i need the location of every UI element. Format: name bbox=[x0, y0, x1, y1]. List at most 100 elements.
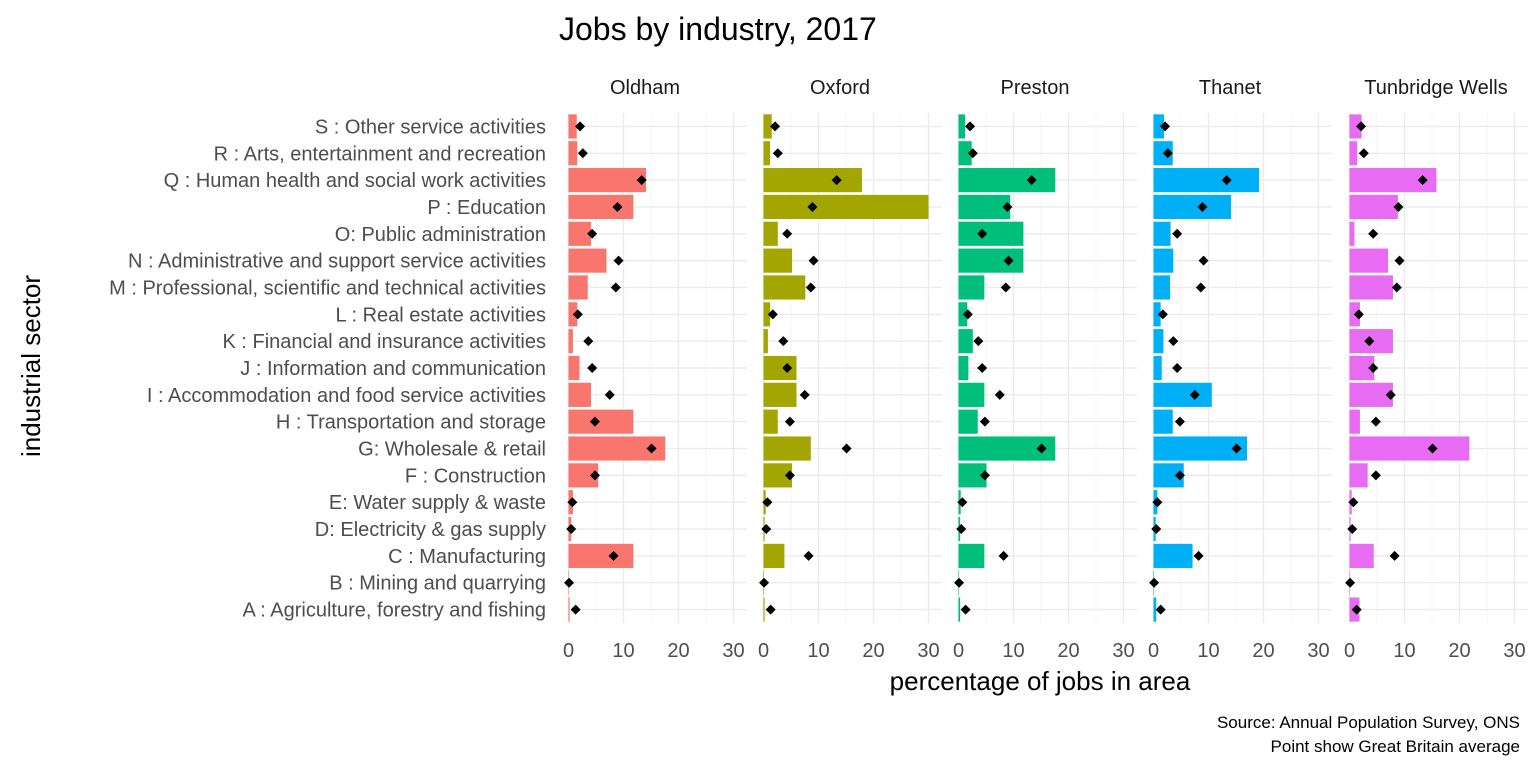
gb-average-point bbox=[577, 148, 588, 159]
gb-average-point bbox=[1385, 389, 1396, 400]
plot-layer: Oldham 0 10 20 30 Oxford 0 10 20 30 Preston 0 10 20 30… bbox=[109, 77, 1528, 662]
category-label: A : Agriculture, forestry and fishing bbox=[243, 600, 547, 622]
gb-average-point bbox=[973, 336, 984, 347]
x-tick-label: 10 bbox=[1393, 640, 1415, 662]
bar bbox=[1349, 248, 1388, 273]
y-axis-label: industrial sector bbox=[16, 275, 46, 457]
gb-average-point bbox=[803, 550, 814, 561]
bar bbox=[763, 597, 765, 622]
gb-average-point bbox=[994, 389, 1005, 400]
gb-average-point bbox=[782, 228, 793, 239]
caption-source: Source: Annual Population Survey, ONS bbox=[1217, 713, 1520, 732]
gb-average-point bbox=[799, 389, 810, 400]
category-label: R : Arts, entertainment and recreation bbox=[214, 143, 546, 165]
gb-average-point bbox=[613, 255, 624, 266]
gb-average-point bbox=[977, 228, 988, 239]
facet-label: Oldham bbox=[610, 77, 680, 99]
gb-average-point bbox=[759, 577, 770, 588]
bar bbox=[763, 221, 778, 246]
gb-average-point bbox=[767, 309, 778, 320]
chart-title: Jobs by industry, 2017 bbox=[559, 11, 877, 47]
gb-average-point bbox=[962, 309, 973, 320]
bar bbox=[763, 409, 778, 434]
bar bbox=[958, 248, 1024, 273]
bar bbox=[568, 221, 592, 246]
bar bbox=[568, 275, 588, 300]
gb-average-point bbox=[772, 148, 783, 159]
bar bbox=[1153, 275, 1170, 300]
gb-average-point bbox=[1197, 201, 1208, 212]
gb-average-point bbox=[564, 577, 575, 588]
category-label: G: Wholesale & retail bbox=[358, 439, 546, 461]
category-label: D: Electricity & gas supply bbox=[315, 519, 546, 541]
bar bbox=[763, 194, 929, 220]
gb-average-point bbox=[977, 363, 988, 373]
bar bbox=[958, 597, 961, 622]
bar bbox=[958, 543, 985, 568]
bar bbox=[568, 114, 577, 139]
bar bbox=[763, 168, 862, 193]
category-label: O: Public administration bbox=[335, 224, 546, 246]
bar bbox=[1349, 221, 1355, 246]
bar bbox=[958, 168, 1056, 193]
gb-average-point bbox=[1162, 148, 1173, 159]
gb-average-point bbox=[608, 550, 619, 561]
bar bbox=[1153, 168, 1260, 193]
bar bbox=[568, 543, 634, 568]
gb-average-point bbox=[1393, 201, 1404, 212]
gb-average-point bbox=[1417, 175, 1428, 186]
gb-average-point bbox=[589, 470, 600, 481]
x-tick-label: 30 bbox=[917, 640, 939, 662]
facet-label: Oxford bbox=[810, 77, 870, 99]
gb-average-point bbox=[1368, 228, 1379, 239]
bar bbox=[568, 141, 578, 166]
bar bbox=[568, 355, 580, 381]
gb-average-point bbox=[570, 604, 581, 615]
gb-average-point bbox=[1195, 282, 1206, 293]
gb-average-point bbox=[1155, 604, 1166, 615]
gb-average-point bbox=[1427, 443, 1438, 454]
x-tick-label: 20 bbox=[667, 640, 689, 662]
gb-average-point bbox=[1189, 389, 1200, 400]
x-tick-label: 20 bbox=[1448, 640, 1470, 662]
bar bbox=[1153, 355, 1162, 381]
bar bbox=[1349, 114, 1362, 139]
gb-average-point bbox=[1348, 497, 1359, 508]
category-label: Q : Human health and social work activit… bbox=[164, 170, 546, 192]
gb-average-point bbox=[1174, 470, 1185, 481]
gb-average-point bbox=[1172, 363, 1183, 373]
bar bbox=[763, 248, 793, 273]
bar bbox=[1153, 329, 1164, 354]
x-tick-label: 0 bbox=[1148, 640, 1159, 662]
x-tick-label: 20 bbox=[862, 640, 884, 662]
gb-average-point bbox=[1152, 497, 1163, 508]
gb-average-point bbox=[612, 201, 623, 212]
x-tick-label: 30 bbox=[1503, 640, 1525, 662]
gb-average-point bbox=[960, 604, 971, 615]
gb-average-point bbox=[770, 121, 781, 132]
gb-average-point bbox=[784, 470, 795, 481]
category-label: I : Accommodation and food service activ… bbox=[147, 385, 546, 407]
category-label: J : Information and communication bbox=[240, 358, 546, 380]
gb-average-point bbox=[1221, 175, 1232, 186]
gb-average-point bbox=[1370, 416, 1381, 427]
x-tick-label: 20 bbox=[1252, 640, 1274, 662]
bar bbox=[568, 194, 634, 220]
x-tick-label: 30 bbox=[722, 640, 744, 662]
gb-average-point bbox=[1149, 577, 1160, 588]
bar bbox=[1153, 221, 1171, 246]
gb-average-point bbox=[636, 175, 647, 186]
bar bbox=[763, 275, 806, 300]
gb-average-point bbox=[762, 497, 773, 508]
gb-average-point bbox=[1368, 363, 1379, 373]
gb-average-point bbox=[1026, 175, 1037, 186]
gb-average-point bbox=[979, 470, 990, 481]
x-tick-label: 10 bbox=[1002, 640, 1024, 662]
gb-average-point bbox=[572, 309, 583, 320]
x-tick-label: 0 bbox=[1344, 640, 1355, 662]
x-tick-label: 10 bbox=[612, 640, 634, 662]
gb-average-point bbox=[784, 416, 795, 427]
bar bbox=[568, 597, 570, 622]
gb-average-point bbox=[807, 201, 818, 212]
